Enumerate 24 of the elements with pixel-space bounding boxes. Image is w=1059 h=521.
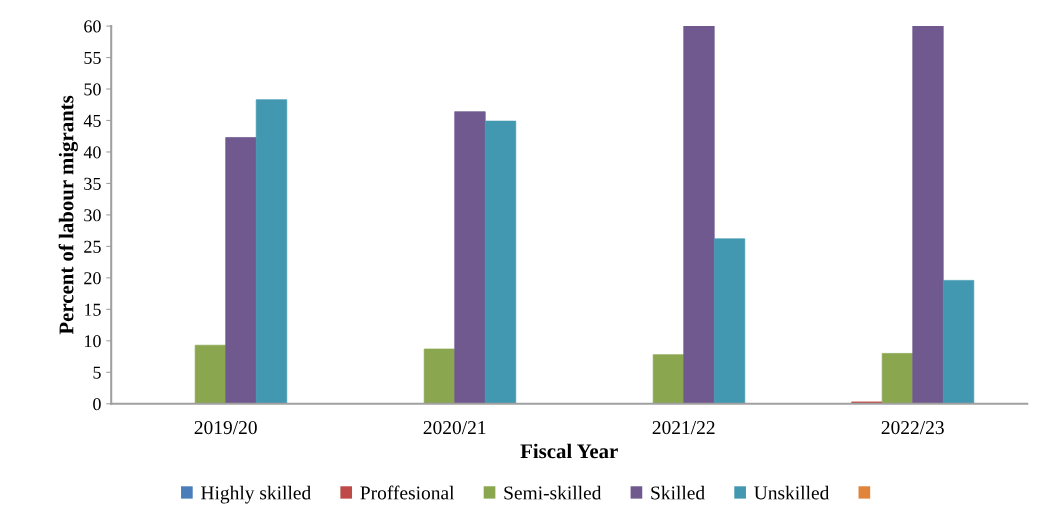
- legend-label: Unskilled: [754, 485, 830, 500]
- y-tick-label: 20: [84, 272, 101, 285]
- y-tick-label: 0: [93, 398, 101, 411]
- y-tick-label: 60: [84, 20, 101, 33]
- y-tick-label: 55: [84, 51, 101, 64]
- y-tick-label: 15: [85, 303, 101, 316]
- legend-label: Skilled: [651, 485, 705, 500]
- legend-label: Semi-skilled: [504, 485, 602, 500]
- y-tick-label: 30: [84, 209, 101, 222]
- y-tick-label: 35: [84, 177, 101, 190]
- x-tick-label: 2022/23: [881, 421, 944, 435]
- y-tick-label: 45: [83, 114, 101, 127]
- legend-label: Proffesional: [360, 485, 455, 500]
- y-tick-label: 5: [93, 366, 101, 379]
- y-tick-label: 10: [85, 335, 101, 348]
- y-axis-title: Percent of labour migrants: [58, 95, 78, 335]
- y-tick-label: 25: [84, 240, 101, 253]
- legend-label: Highly skilled: [201, 485, 311, 504]
- y-tick-label: 40: [83, 146, 101, 159]
- x-tick-label: 2019/20: [194, 421, 257, 435]
- x-tick-label: 2021/22: [652, 421, 715, 435]
- x-axis-title: Fiscal Year: [520, 443, 618, 459]
- x-tick-label: 2020/21: [423, 421, 486, 435]
- y-tick-label: 50: [84, 83, 101, 96]
